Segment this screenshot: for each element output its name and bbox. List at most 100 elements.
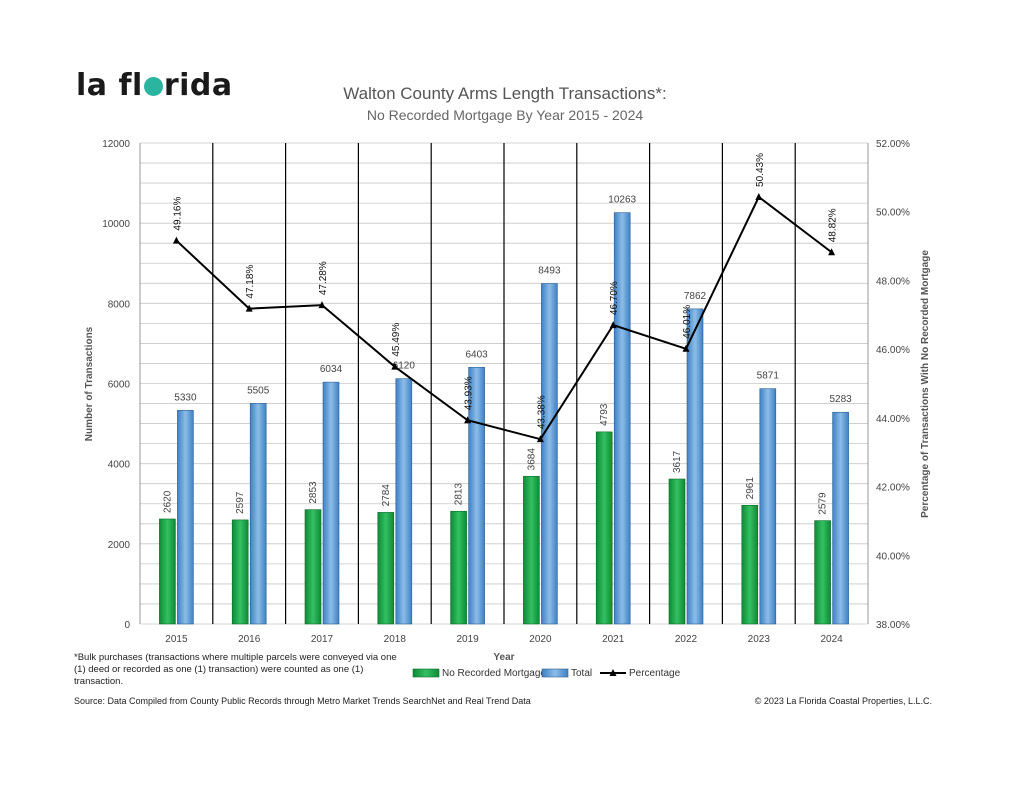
y2-tick-label: 38.00% <box>876 620 910 631</box>
y2-tick-label: 42.00% <box>876 483 910 494</box>
percentage-marker <box>464 416 472 424</box>
y-tick-label: 4000 <box>108 460 131 471</box>
logo-dot-icon <box>143 77 163 96</box>
bar-total <box>613 212 631 625</box>
percentage-marker <box>609 321 617 329</box>
legend-label-percentage: Percentage <box>629 668 681 679</box>
bar-no-recorded-mortgage <box>159 518 176 625</box>
y-axis-title: Number of Transactions <box>84 326 95 441</box>
x-tick-label: 2022 <box>675 634 698 645</box>
y2-tick-label: 52.00% <box>876 139 910 150</box>
bar-value-label: 2579 <box>818 492 829 515</box>
bar-value-label: 2813 <box>454 483 465 506</box>
bar-value-label: 2853 <box>308 481 319 504</box>
x-tick-label: 2015 <box>165 634 188 645</box>
y-tick-label: 12000 <box>102 139 130 150</box>
percentage-marker <box>172 236 180 244</box>
y2-tick-label: 50.00% <box>876 208 910 219</box>
bar-value-label: 5871 <box>757 371 780 382</box>
y-tick-label: 6000 <box>108 380 131 391</box>
x-tick-label: 2020 <box>529 634 552 645</box>
bar-value-label: 8493 <box>538 266 561 277</box>
bar-value-label: 2961 <box>745 477 756 500</box>
chart-subtitle: No Recorded Mortgage By Year 2015 - 2024 <box>366 107 644 123</box>
percentage-label: 47.28% <box>318 261 329 295</box>
x-tick-label: 2023 <box>748 634 771 645</box>
percentage-line <box>175 195 833 441</box>
legend-label-total: Total <box>571 668 592 679</box>
legend-marker-percentage <box>609 669 617 676</box>
x-tick-label: 2017 <box>311 634 334 645</box>
bar-value-label: 3684 <box>526 448 537 471</box>
bar-value-label: 4793 <box>599 403 610 426</box>
bar-value-label: 5283 <box>829 394 852 405</box>
y2-tick-label: 44.00% <box>876 414 910 425</box>
percentage-label: 45.49% <box>391 323 402 357</box>
bar-no-recorded-mortgage <box>377 512 395 625</box>
logo-text-end: rida <box>163 68 233 103</box>
x-tick-label: 2016 <box>238 634 261 645</box>
y2-tick-label: 48.00% <box>876 276 910 287</box>
percentage-marker <box>755 192 763 200</box>
x-tick-label: 2019 <box>456 634 479 645</box>
bar-value-label: 2620 <box>162 490 173 513</box>
percentage-label: 43.38% <box>536 395 547 429</box>
bar-value-label: 5330 <box>174 392 197 403</box>
x-tick-label: 2021 <box>602 634 625 645</box>
bar-value-label: 10263 <box>608 195 636 206</box>
bar-value-label: 6120 <box>393 361 416 372</box>
bar-total <box>468 367 485 625</box>
bar-total <box>686 308 704 625</box>
y2-tick-label: 40.00% <box>876 551 910 562</box>
bar-total <box>249 403 267 625</box>
y-tick-label: 0 <box>124 620 130 631</box>
bar-total <box>541 283 558 625</box>
bar-value-label: 2597 <box>235 491 246 514</box>
bar-value-label: 3617 <box>672 450 683 473</box>
bar-no-recorded-mortgage <box>814 520 831 625</box>
percentage-label: 46.70% <box>609 281 620 315</box>
bar-value-label: 7862 <box>684 291 707 302</box>
footnote: *Bulk purchases (transactions where mult… <box>74 652 397 687</box>
percentage-label: 46.01% <box>682 305 693 339</box>
percentage-marker <box>245 304 253 312</box>
percentage-marker <box>318 301 326 309</box>
x-tick-label: 2024 <box>820 634 843 645</box>
y2-axis-title: Percentage of Transactions With No Recor… <box>920 250 931 518</box>
percentage-marker <box>682 344 690 352</box>
y-tick-label: 8000 <box>108 299 131 310</box>
bar-no-recorded-mortgage <box>304 509 322 625</box>
bar-value-label: 2784 <box>381 484 392 507</box>
percentage-label: 48.82% <box>828 208 839 242</box>
percentage-marker <box>828 248 836 256</box>
y2-tick-label: 46.00% <box>876 345 910 356</box>
bar-total <box>832 411 849 625</box>
bar-no-recorded-mortgage <box>450 510 467 625</box>
bar-total <box>759 388 777 625</box>
legend-swatch-no-recorded-mortgage <box>412 668 440 678</box>
brand-logo: la fl rida <box>76 68 233 103</box>
bar-no-recorded-mortgage <box>231 519 249 625</box>
bar-value-label: 6034 <box>320 364 343 375</box>
legend-label-no-recorded-mortgage: No Recorded Mortgage <box>442 668 546 679</box>
bar-value-label: 6403 <box>465 349 488 360</box>
bar-no-recorded-mortgage <box>741 505 759 625</box>
bar-no-recorded-mortgage <box>523 476 540 625</box>
logo-text-start: la fl <box>76 68 143 103</box>
percentage-marker <box>391 362 399 370</box>
bar-total <box>395 378 413 625</box>
source-note: Source: Data Compiled from County Public… <box>74 696 531 706</box>
x-tick-label: 2018 <box>384 634 407 645</box>
percentage-label: 50.43% <box>755 153 766 187</box>
chart-title: Walton County Arms Length Transactions*: <box>343 84 667 103</box>
bar-value-label: 5505 <box>247 385 270 396</box>
percentage-label: 47.18% <box>245 265 256 299</box>
bar-no-recorded-mortgage <box>668 478 686 625</box>
x-axis-title: Year <box>493 652 514 663</box>
percentage-label: 49.16% <box>172 197 183 231</box>
copyright-note: © 2023 La Florida Coastal Properties, L.… <box>754 696 932 706</box>
percentage-label: 43.93% <box>464 376 475 410</box>
bar-total <box>322 381 340 625</box>
bar-total <box>177 410 194 625</box>
